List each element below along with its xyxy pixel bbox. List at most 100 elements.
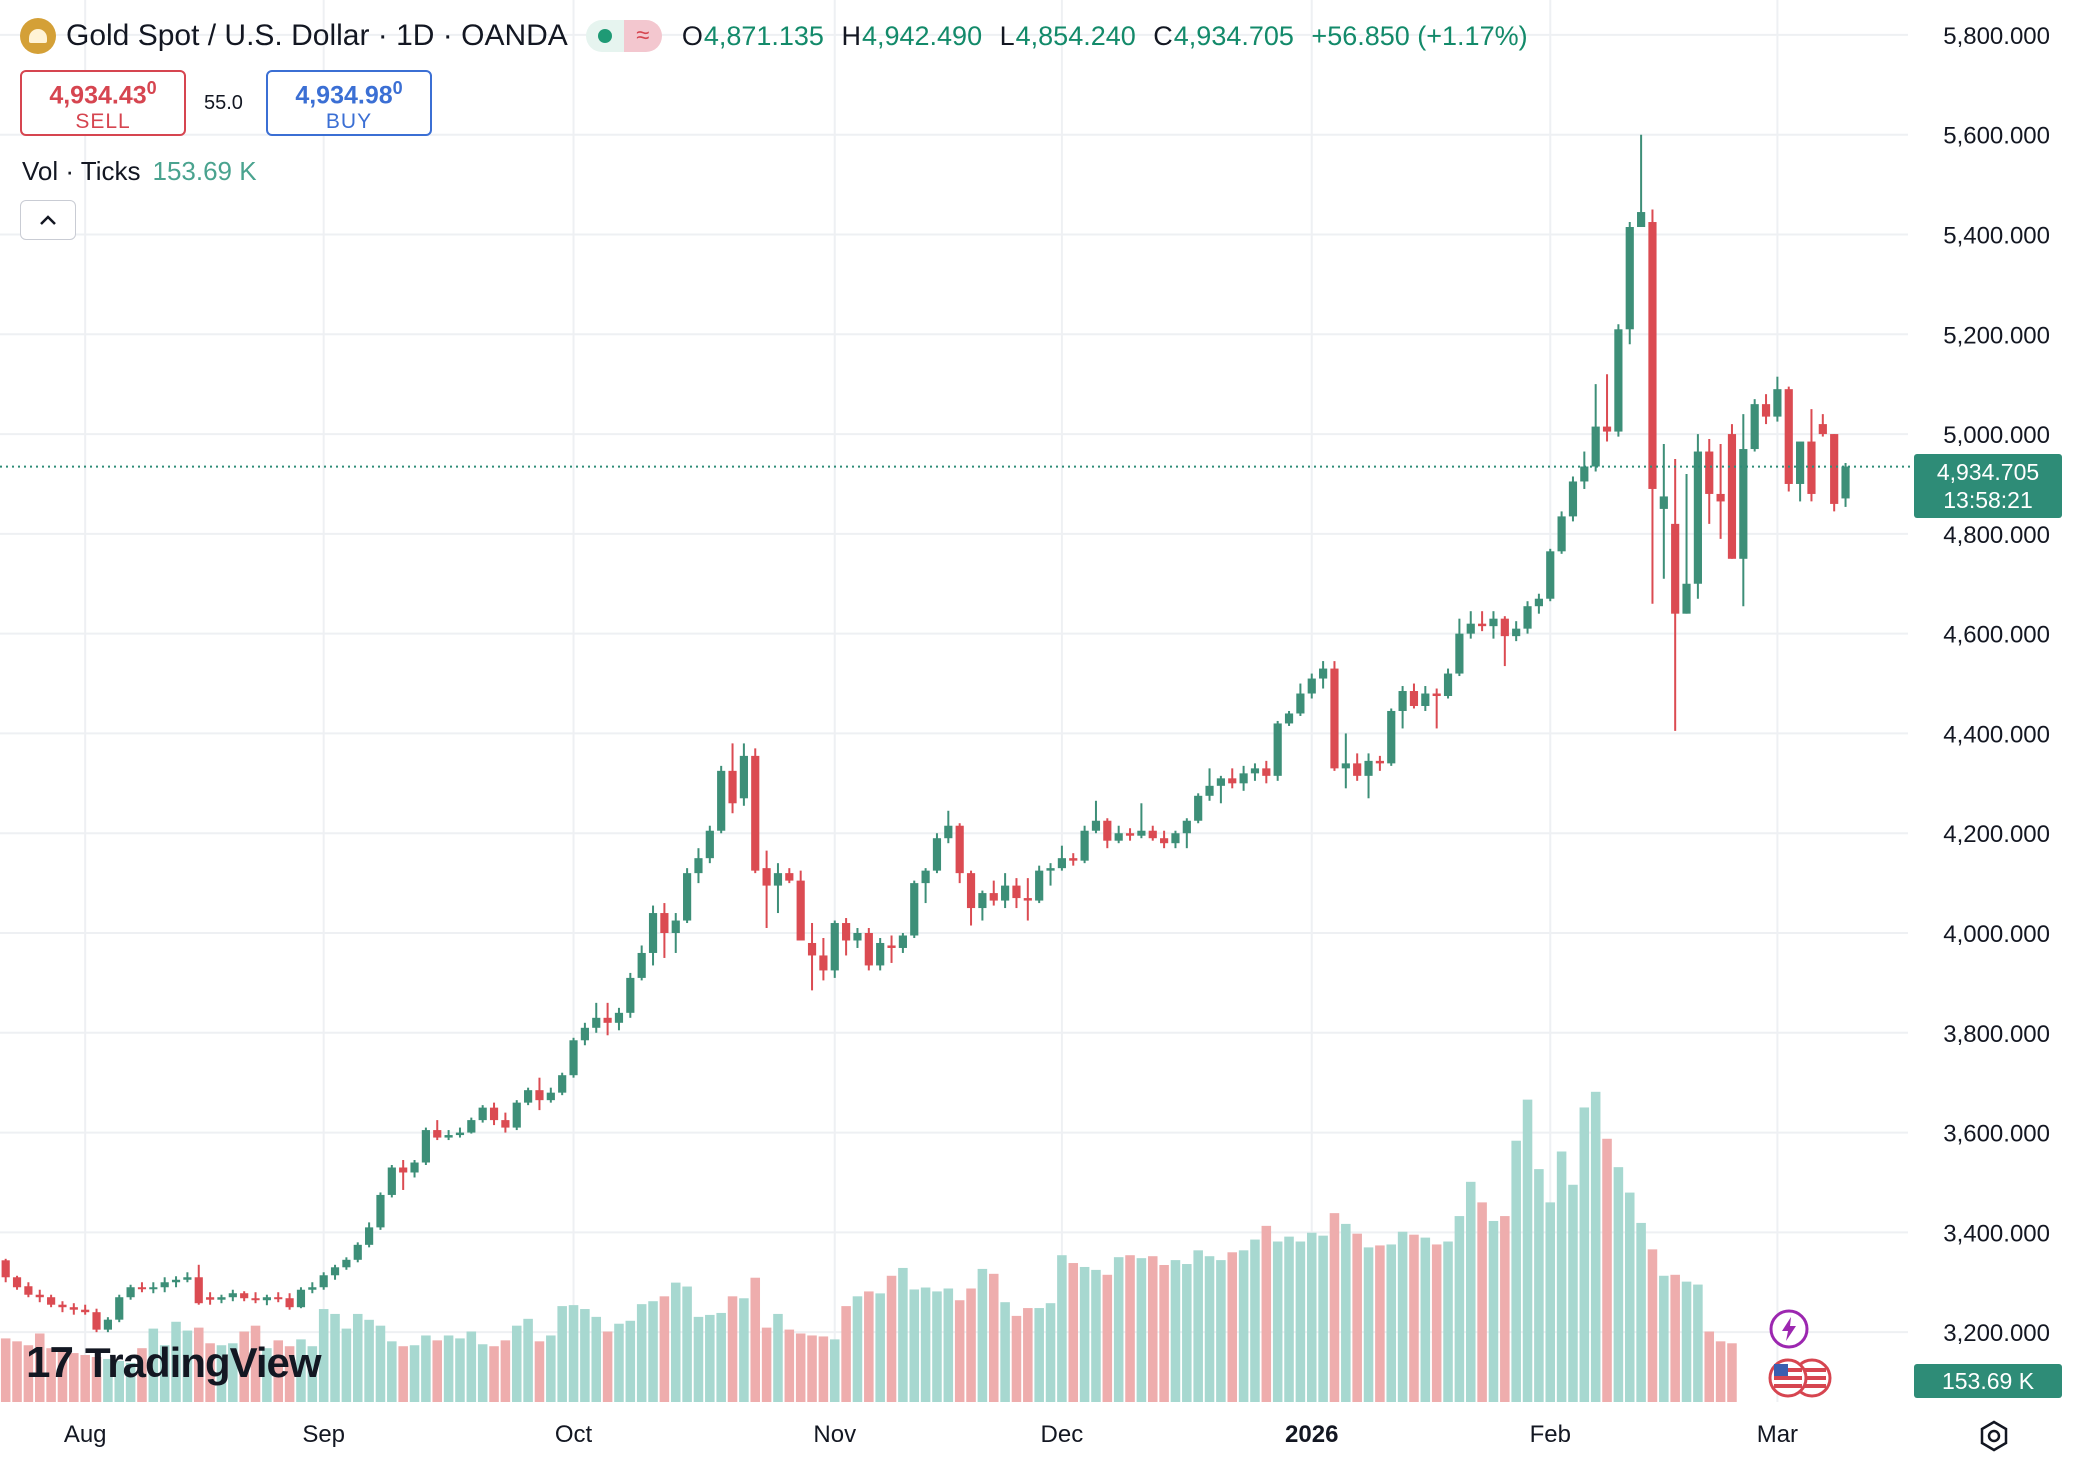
- candle-body: [1160, 838, 1169, 844]
- volume-bar: [1659, 1275, 1669, 1402]
- volume-bar: [364, 1319, 374, 1402]
- sell-label: SELL: [75, 110, 131, 134]
- candle-body: [1387, 710, 1396, 764]
- volume-bar: [648, 1301, 658, 1402]
- volume-legend[interactable]: Vol · Ticks 153.69 K: [22, 156, 257, 187]
- volume-bar: [568, 1305, 579, 1402]
- time-tick-label: 2026: [1285, 1421, 1338, 1448]
- time-tick-label: Oct: [555, 1421, 593, 1448]
- volume-bar: [739, 1298, 749, 1402]
- time-tick-label: Nov: [813, 1421, 856, 1448]
- ohlc-values: O4,871.135 H4,942.490 L4,854.240 C4,934.…: [682, 21, 1528, 52]
- candle-body: [455, 1132, 465, 1136]
- buy-label: BUY: [325, 110, 373, 134]
- tradingview-watermark[interactable]: 17 TradingView: [26, 1338, 322, 1388]
- volume-bar: [1284, 1236, 1294, 1402]
- price-tick-label: 4,000.000: [1943, 921, 2050, 948]
- volume-bar: [784, 1329, 795, 1402]
- change-value: +56.850 (+1.17%): [1311, 20, 1528, 51]
- candle-body: [1784, 389, 1793, 484]
- candle-body: [932, 838, 942, 871]
- candle-body: [160, 1282, 169, 1288]
- candle-body: [1273, 723, 1282, 776]
- volume-bar: [1568, 1184, 1578, 1402]
- volume-bar: [1715, 1341, 1726, 1402]
- volume-bar: [1534, 1169, 1544, 1402]
- candle-body: [262, 1297, 271, 1301]
- volume-bar: [1420, 1237, 1431, 1402]
- symbol-title[interactable]: Gold Spot / U.S. Dollar · 1D · OANDA: [66, 19, 568, 52]
- volume-bar: [1409, 1234, 1419, 1402]
- buy-button[interactable]: 4,934.980 BUY: [266, 70, 432, 136]
- candle-body: [1284, 713, 1294, 724]
- volume-bar: [773, 1313, 783, 1402]
- candle-body: [637, 952, 646, 978]
- volume-bar: [1159, 1265, 1169, 1402]
- candle-body: [1489, 618, 1498, 627]
- candle-body: [1125, 833, 1135, 836]
- candle-body: [1557, 516, 1566, 552]
- candle-body: [421, 1130, 430, 1163]
- candle-body: [1421, 693, 1430, 706]
- candle-body: [569, 1040, 578, 1076]
- candle-body: [773, 873, 783, 886]
- volume-bar: [659, 1296, 670, 1402]
- candle-body: [1523, 606, 1532, 629]
- chart-settings-icon[interactable]: [1976, 1418, 2012, 1454]
- volume-bar: [750, 1277, 761, 1402]
- price-tick-label: 3,600.000: [1943, 1121, 2050, 1148]
- open-label: O: [681, 20, 703, 51]
- time-axis[interactable]: Aug Sep Oct Nov Dec 2026 Feb Mar: [64, 1421, 1798, 1448]
- status-pill[interactable]: ≈: [585, 20, 662, 52]
- volume-bar: [1295, 1241, 1306, 1402]
- us-economic-events-icon[interactable]: [1764, 1356, 1836, 1405]
- collapse-legend-button[interactable]: [20, 200, 76, 240]
- price-tick-label: 3,800.000: [1943, 1021, 2050, 1048]
- candle-body: [1478, 623, 1487, 627]
- candle-body: [1364, 760, 1373, 776]
- volume-bar: [239, 1331, 249, 1402]
- candle-body: [92, 1312, 101, 1330]
- current-volume-label[interactable]: 153.69 K: [1914, 1364, 2062, 1398]
- current-price-label[interactable]: 4,934.705 13:58:21: [1914, 454, 2062, 518]
- candle-body: [717, 770, 726, 831]
- candle-body: [1432, 693, 1441, 697]
- data-delay-icon: ≈: [623, 20, 662, 52]
- candle-body: [535, 1090, 544, 1101]
- volume-bar: [1727, 1343, 1737, 1402]
- candle-body: [285, 1298, 294, 1308]
- candle-body: [1637, 212, 1646, 228]
- candle-body: [12, 1277, 22, 1288]
- volume-bar: [182, 1330, 193, 1402]
- volume-bar: [1091, 1269, 1101, 1402]
- events-lightning-icon[interactable]: [1768, 1308, 1810, 1355]
- candle-body: [807, 942, 817, 956]
- sell-button[interactable]: 4,934.430 SELL: [20, 70, 186, 136]
- volume-bar: [1647, 1249, 1658, 1402]
- candle-body: [1319, 668, 1328, 679]
- candle-body: [444, 1135, 453, 1138]
- volume-bar: [829, 1339, 840, 1402]
- candle-body: [1739, 449, 1748, 559]
- price-axis[interactable]: 5,800.000 5,600.000 5,400.000 5,200.000 5,00…: [1943, 23, 2050, 1347]
- price-tick-label: 5,000.000: [1943, 422, 2050, 449]
- candle-body: [944, 825, 953, 839]
- price-tick-label: 5,800.000: [1943, 23, 2050, 50]
- high-label: H: [841, 20, 861, 51]
- candle-body: [864, 933, 873, 966]
- volume-bar: [250, 1325, 261, 1402]
- price-tick-label: 3,200.000: [1943, 1320, 2050, 1347]
- volume-bar: [159, 1345, 170, 1402]
- volume-bar: [727, 1296, 738, 1402]
- volume-bar: [795, 1333, 806, 1402]
- tradingview-logo-text: TradingView: [84, 1339, 322, 1386]
- candle-body: [308, 1287, 317, 1290]
- candle-body: [296, 1289, 306, 1308]
- candle-body: [1182, 820, 1191, 834]
- candle-body: [251, 1298, 260, 1301]
- candle-body: [1727, 434, 1737, 559]
- candle-body: [966, 873, 976, 909]
- candle-body: [81, 1309, 90, 1313]
- candle-body: [830, 923, 839, 971]
